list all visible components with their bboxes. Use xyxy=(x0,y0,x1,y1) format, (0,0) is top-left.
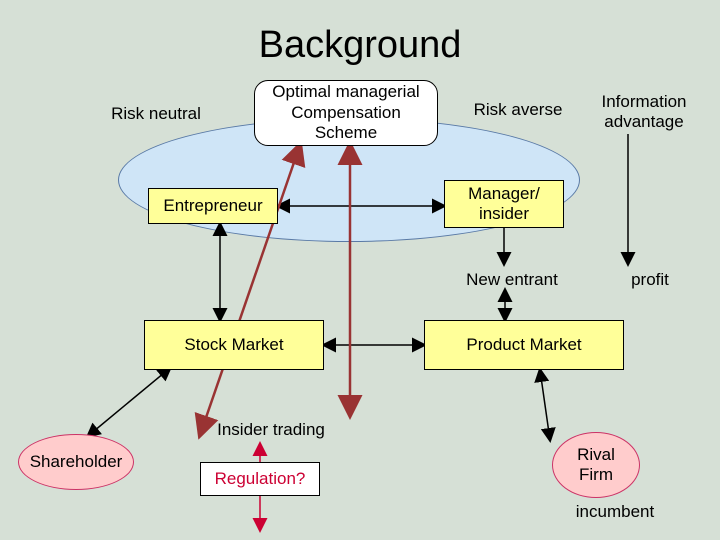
node-risk_neutral: Risk neutral xyxy=(96,100,216,128)
node-risk_averse: Risk averse xyxy=(458,98,578,122)
node-insider_trading: Insider trading xyxy=(196,418,346,442)
node-stock_market: Stock Market xyxy=(144,320,324,370)
node-info_adv: Information advantage xyxy=(584,90,704,134)
node-product_market: Product Market xyxy=(424,320,624,370)
node-rival: Rival Firm xyxy=(552,432,640,498)
page-title: Background xyxy=(0,24,720,67)
node-new_entrant: New entrant xyxy=(452,268,572,292)
node-entrepreneur: Entrepreneur xyxy=(148,188,278,224)
node-manager: Manager/ insider xyxy=(444,180,564,228)
node-regulation: Regulation? xyxy=(200,462,320,496)
node-ocs: Optimal managerial Compensation Scheme xyxy=(254,80,438,146)
node-incumbent: incumbent xyxy=(560,500,670,524)
node-shareholder: Shareholder xyxy=(18,434,134,490)
node-profit: profit xyxy=(610,268,690,292)
